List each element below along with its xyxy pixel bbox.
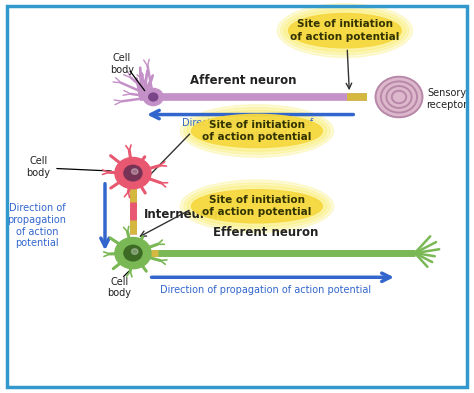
Ellipse shape	[180, 180, 334, 233]
Text: Afferent neuron: Afferent neuron	[190, 74, 297, 87]
Ellipse shape	[284, 9, 406, 52]
Text: Sensory
receptor: Sensory receptor	[426, 88, 467, 110]
Text: Direction of propagation of action potential: Direction of propagation of action poten…	[160, 285, 372, 295]
Ellipse shape	[289, 13, 401, 48]
Ellipse shape	[180, 105, 334, 157]
Text: Site of initiation
of action potential: Site of initiation of action potential	[202, 120, 311, 142]
Circle shape	[149, 93, 158, 101]
Circle shape	[124, 245, 142, 261]
Text: Site of initiation
of action potential: Site of initiation of action potential	[202, 195, 311, 217]
Circle shape	[131, 169, 138, 174]
Ellipse shape	[277, 4, 412, 58]
Ellipse shape	[191, 114, 322, 147]
Text: Cell
body: Cell body	[109, 53, 134, 75]
Circle shape	[131, 249, 138, 254]
Text: Site of initiation
of action potential: Site of initiation of action potential	[290, 20, 400, 42]
Text: Interneuron: Interneuron	[144, 208, 223, 220]
Ellipse shape	[184, 183, 330, 230]
Ellipse shape	[191, 190, 322, 223]
Circle shape	[115, 158, 151, 189]
Text: Cell
body: Cell body	[26, 156, 50, 178]
Text: Direction of
propagation
of action
potential: Direction of propagation of action poten…	[8, 203, 66, 248]
Text: Efferent neuron: Efferent neuron	[213, 226, 319, 239]
Text: Cell
body: Cell body	[108, 277, 131, 298]
Circle shape	[375, 77, 422, 117]
Circle shape	[124, 165, 142, 181]
Circle shape	[115, 237, 151, 269]
Ellipse shape	[184, 108, 330, 154]
Text: Direction of propagation of
action potential: Direction of propagation of action poten…	[182, 118, 313, 140]
Ellipse shape	[187, 186, 327, 227]
Circle shape	[143, 88, 163, 106]
Ellipse shape	[281, 7, 409, 55]
Ellipse shape	[187, 110, 327, 151]
